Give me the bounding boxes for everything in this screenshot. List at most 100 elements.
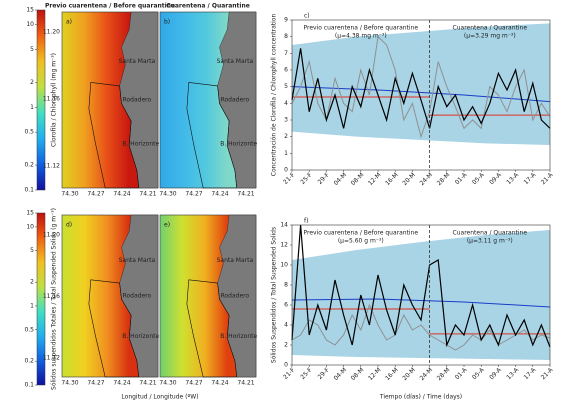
x-tick-label: 04-M	[333, 172, 349, 188]
lon-tick-label: 74.27	[87, 380, 104, 387]
x-tick-label: 16-M	[384, 172, 400, 188]
x-tick-label: 17-A	[523, 366, 538, 381]
lat-tick-label: 11.20	[43, 29, 60, 36]
y-tick-label: 6	[284, 67, 288, 74]
y-tick-label: 2	[284, 133, 288, 140]
map-x-label: Longitud / Longitude (ºW)	[121, 394, 198, 401]
lon-tick-label: 74.21	[139, 380, 156, 387]
y-tick-label: 10	[280, 262, 288, 269]
y-axis-label: Concentración de Clorofila / Chlorophyll…	[271, 14, 278, 177]
lon-tick-label: 74.27	[87, 191, 104, 198]
x-tick-label: 05-A	[471, 366, 486, 381]
panel-letter: b)	[164, 19, 170, 26]
colorbar	[36, 212, 46, 386]
x-tick-label: 01-A	[454, 171, 469, 186]
colorbar-tick-label: 10	[26, 223, 34, 230]
colorbar-tick-label: 0.5	[24, 129, 34, 136]
panel-letter: c)	[304, 13, 310, 20]
panel-title: Cuarentena / Quarantine	[166, 3, 250, 10]
annotation: Cuarentena / Quarantine	[453, 25, 528, 32]
y-tick-label: 8	[284, 33, 288, 40]
x-tick-label: 24-M	[419, 367, 435, 383]
lon-tick-label: 74.27	[185, 191, 202, 198]
place-label: B. Horizonte	[122, 141, 159, 148]
x-tick-label: 21-A	[540, 171, 555, 186]
colorbar-tick-label: 0.2	[24, 358, 34, 365]
x-axis-label: Tiempo (días) / Time (days)	[379, 394, 462, 401]
y-tick-label: 5	[284, 83, 288, 90]
place-label: B. Horizonte	[220, 141, 257, 148]
y-tick-label: 6	[284, 302, 288, 309]
annotation: (μ=5.60 g m⁻³)	[338, 238, 384, 245]
annotation: (μ=3.29 mg m⁻³)	[464, 33, 516, 40]
band	[292, 23, 550, 145]
colorbar-tick-label: 10	[26, 21, 34, 28]
y-tick-label: 14	[280, 222, 288, 229]
colorbar-tick-label: 5	[30, 247, 34, 254]
plot-frame	[291, 224, 551, 366]
colorbar-tick-label: 2	[30, 279, 34, 286]
x-tick-label: 05-A	[471, 171, 486, 186]
y-tick-label: 7	[284, 50, 288, 57]
x-tick-label: 28-M	[436, 172, 452, 188]
place-label: Santa Marta	[119, 58, 156, 65]
colorbar-tick-label: 15	[26, 7, 34, 14]
y-tick-label: 3	[284, 117, 288, 124]
colorbar-label: Sólidos suspendidos Totales / Total Susp…	[51, 208, 58, 390]
x-tick-label: 29-F	[317, 171, 332, 186]
lon-tick-label: 74.24	[211, 380, 228, 387]
colorbar-tick-label: 0.2	[24, 162, 34, 169]
lon-tick-label: 74.21	[237, 380, 254, 387]
colorbar-label: Clorofila / Chlorophyll (mg m⁻³)	[51, 53, 58, 147]
x-tick-label: 17-A	[523, 171, 538, 186]
series-line	[291, 224, 551, 348]
annotation: (μ=3.11 g m⁻³)	[467, 238, 513, 245]
colorbar-tick-label: 2	[30, 79, 34, 86]
x-tick-label: 20-M	[401, 367, 417, 383]
y-tick-label: 0	[284, 167, 288, 174]
x-tick-label: 09-A	[488, 366, 503, 381]
zone-outline	[88, 82, 140, 189]
lat-tick-label: 11.12	[43, 162, 60, 169]
panel-title: Previo cuarentena / Before quarantine	[45, 3, 175, 10]
annotation: Cuarentena / Quarantine	[453, 230, 528, 237]
lon-tick-label: 74.30	[61, 191, 78, 198]
colorbar	[36, 9, 46, 191]
panel-letter: d)	[66, 222, 72, 229]
lon-tick-label: 74.27	[185, 380, 202, 387]
lat-tick-label: 11.16	[43, 293, 60, 300]
x-tick-label: 13-A	[505, 171, 520, 186]
panel-letter: a)	[66, 19, 72, 26]
x-tick-label: 21-A	[540, 366, 555, 381]
place-label: Santa Marta	[217, 58, 254, 65]
x-tick-label: 01-A	[454, 366, 469, 381]
x-tick-label: 28-M	[436, 367, 452, 383]
colorbar-tick-label: 15	[26, 210, 34, 217]
zone-outline	[88, 279, 140, 378]
x-tick-label: 29-F	[317, 366, 332, 381]
x-tick-label: 13-A	[505, 366, 520, 381]
place-label: Santa Marta	[217, 257, 254, 264]
colorbar-tick-label: 0.5	[24, 326, 34, 333]
lat-tick-label: 11.20	[43, 232, 60, 239]
series-line	[291, 48, 551, 129]
x-tick-label: 08-M	[350, 367, 366, 383]
zone-outline	[186, 279, 238, 378]
lon-tick-label: 74.24	[113, 380, 130, 387]
y-tick-label: 1	[284, 150, 288, 157]
y-axis-label: Sólidos Suspendidos / Total Suspended So…	[271, 227, 278, 363]
place-label: Rodadero	[123, 293, 152, 300]
lon-tick-label: 74.21	[139, 191, 156, 198]
colorbar-tick-label: 1	[30, 302, 34, 309]
lon-tick-label: 74.24	[211, 191, 228, 198]
panel-letter: f)	[304, 218, 308, 225]
y-tick-label: 4	[284, 322, 288, 329]
y-tick-label: 4	[284, 100, 288, 107]
y-tick-label: 8	[284, 282, 288, 289]
colorbar-tick-label: 0.1	[24, 187, 34, 194]
x-tick-label: 04-M	[333, 367, 349, 383]
series-line	[291, 35, 551, 139]
lon-tick-label: 74.24	[113, 191, 130, 198]
y-tick-label: 2	[284, 342, 288, 349]
